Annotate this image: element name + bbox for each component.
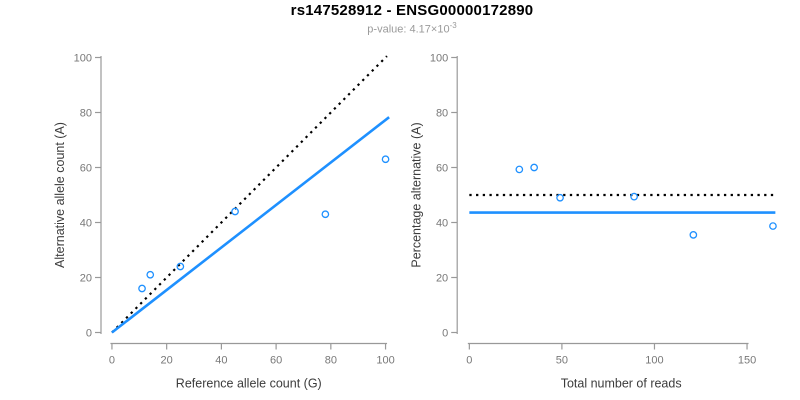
x-tick-label: 40 [215, 355, 227, 367]
figure-subtitle: p-value: 4.17×10-3 [12, 21, 800, 36]
y-tick-label: 100 [430, 53, 448, 65]
data-point [556, 193, 564, 202]
data-point [515, 165, 524, 174]
percentage-vs-reads-scatter: 0 50 100 150 Total number of reads 0 20 40 60 80 1… [410, 53, 777, 391]
data-point [381, 155, 390, 164]
data-point [231, 207, 239, 216]
fit-line [111, 116, 390, 334]
data-point [630, 192, 638, 201]
data-point [321, 210, 330, 219]
y-tick-label: 0 [442, 328, 448, 340]
x-tick-label: 80 [325, 355, 337, 367]
x-tick-label: 150 [738, 355, 756, 367]
y-tick-label: 40 [80, 218, 92, 230]
data-point [146, 270, 155, 279]
p-value-exponent: -3 [449, 21, 457, 30]
p-value-text: p-value: 4.17×10 [367, 23, 450, 36]
data-point [769, 222, 777, 230]
x-tick-label: 0 [109, 355, 115, 367]
y-tick-label: 80 [80, 108, 92, 120]
x-tick-label: 100 [645, 355, 663, 367]
y-tick-label: 20 [80, 273, 92, 285]
y-tick-label: 100 [74, 53, 92, 65]
data-point [138, 284, 146, 293]
data-point [176, 262, 185, 271]
y-tick-label: 60 [80, 163, 92, 175]
identity-line [111, 55, 388, 334]
x-tick-label: 60 [270, 355, 282, 367]
x-tick-label: 50 [556, 355, 568, 367]
x-tick-label: 100 [376, 355, 394, 367]
x-tick-label: 0 [466, 355, 472, 367]
y-tick-label: 20 [436, 273, 448, 285]
allele-counts-scatter: 0 20 40 60 80 100 Reference allele count (G) 0 2… [53, 53, 395, 391]
y-tick-label: 80 [436, 108, 448, 120]
x-axis-title: Total number of reads [561, 377, 682, 391]
x-tick-label: 20 [161, 355, 173, 367]
x-axis-title: Reference allele count (G) [176, 377, 322, 391]
y-axis-title: Alternative allele count (A) [53, 122, 67, 268]
y-tick-label: 60 [436, 163, 448, 175]
data-point [530, 163, 538, 172]
y-tick-label: 0 [86, 328, 92, 340]
figure-title: rs147528912 - ENSG00000172890 [290, 2, 534, 19]
data-point [689, 231, 698, 239]
y-tick-label: 40 [436, 218, 448, 230]
y-axis-title: Percentage alternative (A) [410, 122, 424, 267]
